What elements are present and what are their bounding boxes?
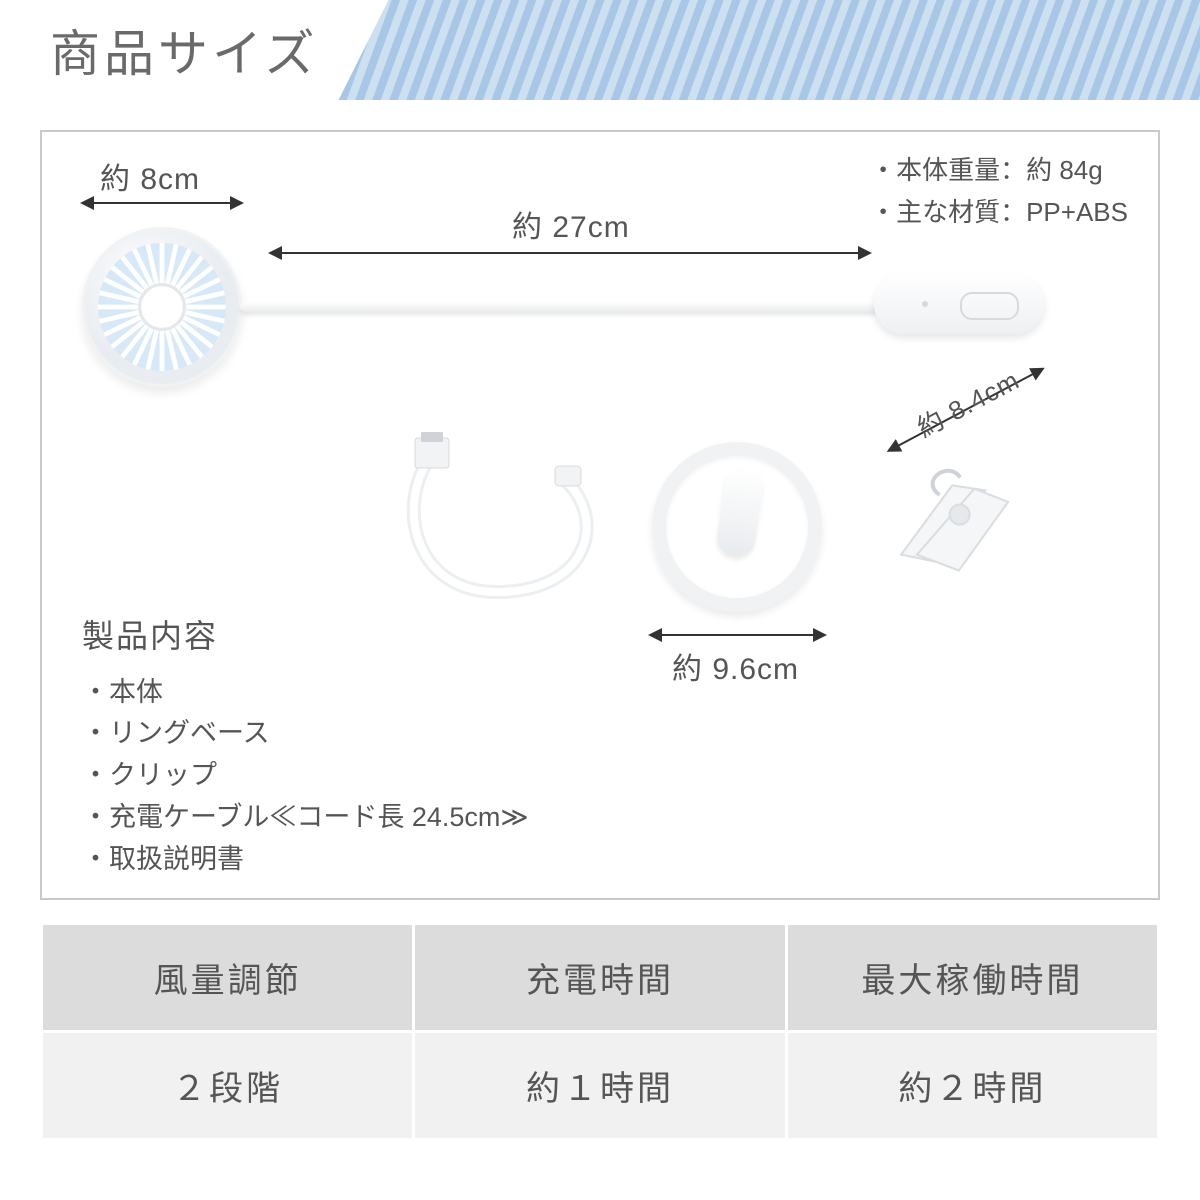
contents-item: ・取扱説明書 [82,839,529,881]
table-value: ２段階 [42,1032,414,1140]
arm-illustration [240,302,880,312]
meta-weight-value: 約 84g [1026,155,1103,185]
fan-illustration [82,227,242,387]
header-band: 商品サイズ [0,0,1200,100]
arrow-ring-width [650,634,825,636]
cable-illustration [387,432,617,612]
clip-illustration [853,421,1052,613]
contents-item: ・本体 [82,672,529,714]
arrow-fan-width [82,202,242,204]
meta-material-label: ・主な材質： [870,197,1026,227]
page-title: 商品サイズ [50,14,319,86]
dim-ring-width: 約 9.6cm [672,644,799,688]
spec-table: 風量調節 充電時間 最大稼働時間 ２段階 約１時間 約２時間 [40,922,1160,1141]
contents-heading: 製品内容 [82,612,529,662]
contents-block: 製品内容 ・本体 ・リングベース ・クリップ ・充電ケーブル≪コード長 24.5… [82,612,529,881]
table-value: 約２時間 [786,1032,1158,1140]
meta-block: ・本体重量：約 84g ・主な材質：PP+ABS [870,150,1128,233]
table-header: 充電時間 [414,924,786,1032]
meta-weight-label: ・本体重量： [870,155,1026,185]
table-value: 約１時間 [414,1032,786,1140]
contents-item: ・リングベース [82,713,529,755]
dim-fan-width: 約 8cm [100,154,200,198]
handle-illustration [874,274,1044,334]
contents-item: ・クリップ [82,755,529,797]
table-header: 最大稼働時間 [786,924,1158,1032]
diagram-box: 約 8cm 約 27cm ・本体重量：約 84g ・主な材質：PP+ABS [40,130,1160,900]
dim-arm-length: 約 27cm [512,202,630,246]
contents-item: ・充電ケーブル≪コード長 24.5cm≫ [82,797,529,839]
arrow-arm-length [270,252,870,254]
meta-material-value: PP+ABS [1026,197,1128,227]
ring-illustration [652,442,822,612]
header-tab: 商品サイズ [0,0,389,100]
table-header: 風量調節 [42,924,414,1032]
